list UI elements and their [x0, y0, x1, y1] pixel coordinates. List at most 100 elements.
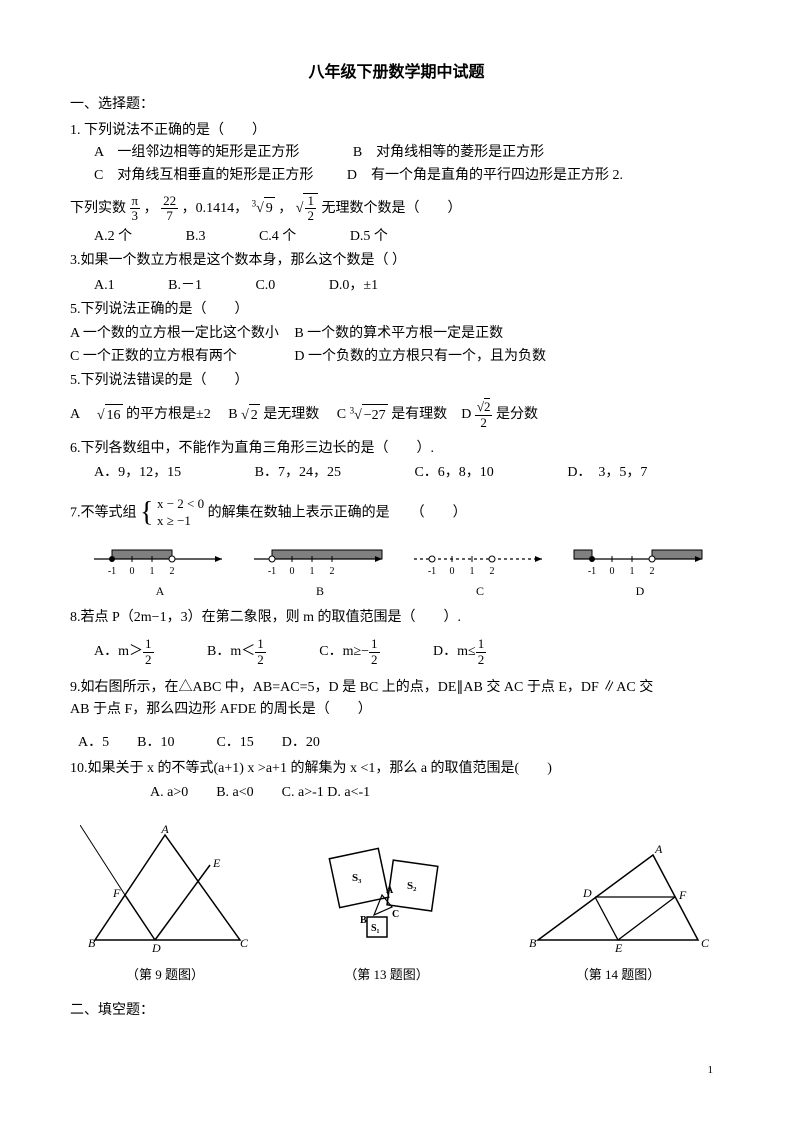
q8-opt-a: A．m＞12	[94, 637, 154, 667]
page-number: 1	[70, 1062, 723, 1080]
q9-line1: 9.如右图所示，在△ABC 中，AB=AC=5，D 是 BC 上的点，DE∥AB…	[70, 677, 723, 699]
frac-22-7: 227	[161, 194, 178, 224]
number-line-a: -1 0 1 2 A	[90, 546, 230, 601]
svg-text:1: 1	[470, 566, 475, 577]
cuberoot-neg27: 3√−27	[350, 408, 388, 423]
svg-text:-1: -1	[108, 566, 116, 577]
question-6: 6.下列各数组中，不能作为直角三角形三边长的是（ ）.	[70, 438, 723, 460]
svg-text:0: 0	[130, 566, 135, 577]
q8-c-pre: C．m≥−	[319, 644, 369, 659]
section-1-header: 一、选择题：	[70, 94, 723, 116]
svg-text:C: C	[392, 909, 399, 920]
q5b-d-post: 是分数	[496, 408, 538, 423]
q5b-c-post: 是有理数	[391, 408, 447, 423]
svg-text:F: F	[678, 888, 687, 902]
q7-system: x − 2 < 0 x ≥ −1	[157, 496, 204, 530]
q6-options: A．9，12，15 B．7，24，25 C．6，8，10 D． 3，5，7	[94, 462, 723, 484]
q1-opt-c: C 对角线互相垂直的矩形是正方形	[94, 165, 313, 187]
q2-mid2: ，0.1414，	[182, 201, 249, 216]
q5a-row2: C 一个正数的立方根有两个 D 一个负数的立方根只有一个，且为负数	[70, 346, 723, 368]
q10-options: A. a>0 B. a<0 C. a>-1 D. a<-1	[150, 782, 723, 804]
q8-a-pre: A．m＞	[94, 644, 143, 659]
q5a-opt-a: A 一个数的立方根一定比这个数小	[70, 323, 279, 345]
q5b-b-pre: B	[228, 408, 241, 423]
q2-opt-c: C.4 个	[259, 226, 296, 248]
svg-text:C: C	[240, 936, 249, 950]
question-5b: 5.下列说法错误的是（ ）	[70, 370, 723, 392]
question-9: 9.如右图所示，在△ABC 中，AB=AC=5，D 是 BC 上的点，DE∥AB…	[70, 677, 723, 722]
q5a-opt-d: D 一个负数的立方根只有一个，且为负数	[294, 346, 546, 368]
svg-text:B: B	[529, 936, 537, 950]
svg-text:S₁: S₁	[371, 923, 380, 934]
q8-opt-d: D．m≤12	[433, 637, 486, 667]
svg-text:-1: -1	[588, 566, 596, 577]
q8-d-pre: D．m≤	[433, 644, 476, 659]
q2-options: A.2 个 B.3 C.4 个 D.5 个	[94, 226, 723, 248]
question-5a: 5.下列说法正确的是（ ）	[70, 299, 723, 321]
section-2-header: 二、填空题：	[70, 1000, 723, 1022]
svg-text:C: C	[701, 936, 710, 950]
q5b-c-pre: C	[337, 408, 350, 423]
svg-text:-1: -1	[268, 566, 276, 577]
svg-text:0: 0	[290, 566, 295, 577]
q6-opt-b: B．7，24，25	[255, 462, 341, 484]
figure-9: A B C D E F （第 9 题图）	[80, 825, 250, 986]
q5a-row1: A 一个数的立方根一定比这个数小 B 一个数的算术平方根一定是正数	[70, 323, 723, 345]
svg-text:S₃: S₃	[352, 872, 362, 884]
q2-pre: 下列实数	[70, 201, 126, 216]
figure-14: A B C D E F （第 14 题图）	[523, 845, 713, 986]
number-line-c: -1 0 1 2 C	[410, 546, 550, 601]
svg-text:E: E	[212, 856, 221, 870]
q8-opt-c: C．m≥−12	[319, 637, 379, 667]
svg-text:A: A	[654, 845, 663, 856]
q8-opt-b: B．m＜12	[207, 637, 266, 667]
svg-text:1: 1	[630, 566, 635, 577]
question-8: 8.若点 P（2m−1，3）在第二象限，则 m 的取值范围是（ ）.	[70, 607, 723, 629]
nl-label-a: A	[90, 582, 230, 601]
svg-text:F: F	[112, 886, 121, 900]
q2-opt-d: D.5 个	[350, 226, 388, 248]
figures-row: A B C D E F （第 9 题图） S₃ S₂ S₁ A B C （第 1…	[80, 825, 713, 986]
question-7: 7.不等式组 { x − 2 < 0 x ≥ −1 的解集在数轴上表示正确的是 …	[70, 491, 723, 536]
svg-text:B: B	[360, 915, 367, 926]
nl-label-d: D	[570, 582, 710, 601]
q7-pre: 7.不等式组	[70, 505, 137, 520]
q6-opt-c: C．6，8，10	[414, 462, 493, 484]
svg-text:B: B	[88, 936, 96, 950]
nl-label-b: B	[250, 582, 390, 601]
frac-sqrt2-2: √22	[475, 400, 493, 430]
figure-13-caption: （第 13 题图）	[312, 965, 462, 986]
frac-pi-3: π3	[130, 194, 141, 224]
q5b-d-pre: D	[461, 408, 475, 423]
svg-text:D: D	[151, 941, 161, 955]
question-10: 10.如果关于 x 的不等式(a+1) x >a+1 的解集为 x <1，那么 …	[70, 758, 723, 780]
svg-text:1: 1	[310, 566, 315, 577]
q7-ineq1: x − 2 < 0	[157, 496, 204, 511]
question-1: 1. 下列说法不正确的是（ ） A 一组邻边相等的矩形是正方形 B 对角线相等的…	[70, 120, 723, 187]
exam-title: 八年级下册数学期中试题	[70, 60, 723, 86]
q5b-a-post: 的平方根是±2	[126, 408, 211, 423]
figure-13: S₃ S₂ S₁ A B C （第 13 题图）	[312, 835, 462, 986]
sqrt-half: √12	[296, 201, 318, 216]
q9-line2: AB 于点 F，那么四边形 AFDE 的周长是（ ）	[70, 699, 723, 721]
sqrt-2: √2	[241, 408, 260, 423]
q1-opt-a: A 一组邻边相等的矩形是正方形	[94, 142, 299, 164]
q2-mid1: ，	[144, 201, 158, 216]
q3-options: A.1 B.－1 C.0 D.0，±1	[94, 275, 723, 297]
nl-label-c: C	[410, 582, 550, 601]
q9-options: A．5 B．10 C．15 D．20	[78, 732, 723, 754]
q3-opt-a: A.1	[94, 275, 115, 297]
number-line-b: -1 0 1 2 B	[250, 546, 390, 601]
q2-opt-a: A.2 个	[94, 226, 132, 248]
svg-text:2: 2	[170, 566, 175, 577]
q5a-opt-b: B 一个数的算术平方根一定是正数	[294, 323, 503, 345]
number-line-d: -1 0 1 2 D	[570, 546, 710, 601]
sqrt-16: √16	[97, 408, 123, 423]
q5b-b-post: 是无理数	[263, 408, 319, 423]
q5b-a-pre: A	[70, 408, 93, 423]
q1-stem: 1. 下列说法不正确的是（ ）	[70, 120, 723, 142]
q7-ineq2: x ≥ −1	[157, 513, 191, 528]
q2-mid3: ，	[278, 201, 292, 216]
question-2: 下列实数 π3 ， 227 ，0.1414， 3√9 ， √12 无理数个数是（…	[70, 193, 723, 224]
q3-opt-c: C.0	[255, 275, 275, 297]
